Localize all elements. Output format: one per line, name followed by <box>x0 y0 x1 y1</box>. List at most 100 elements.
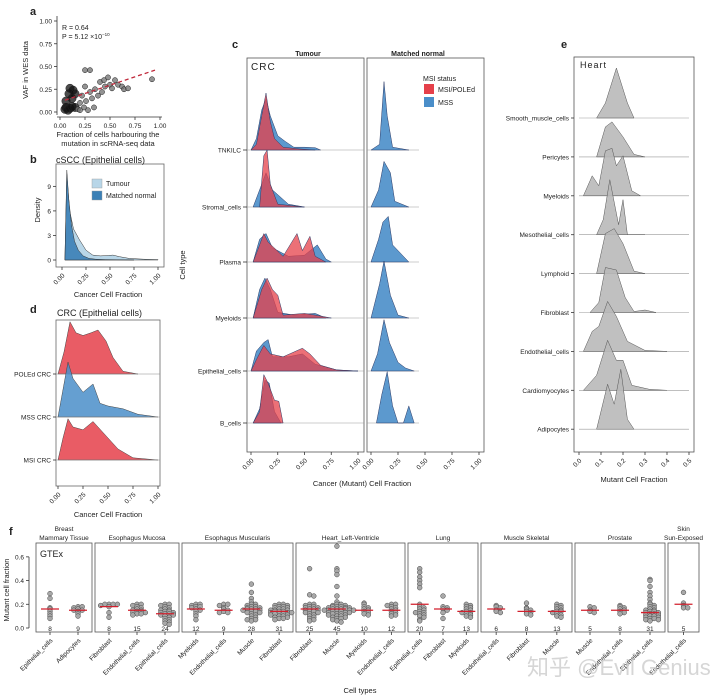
panel-a-ytick-label: 0.25 <box>39 87 52 94</box>
panel-c-ridge-plasma-mss <box>370 215 410 263</box>
panel-a-point <box>81 104 87 111</box>
panel-f-xtick-label: Myeloids <box>448 637 472 661</box>
panel-f-xtick-label: Fibroblast <box>289 637 314 662</box>
panel-f-point <box>248 618 255 624</box>
panel-f-point <box>306 566 313 572</box>
panel-c-xtick-label: 0.00 <box>362 457 376 471</box>
panel-b-density: b cSCC (Epithelial cells) 0.00 0.25 0.50 0.… <box>30 154 165 299</box>
panel-f-ylabel: Mutant cell fraction <box>2 559 11 622</box>
panel-a-point <box>85 107 91 114</box>
panel-b-title: cSCC (Epithelial cells) <box>56 155 145 165</box>
panel-e-ridge-cardiomyocytes <box>582 339 668 391</box>
panel-f-xtick-label: Myeloids <box>345 637 369 661</box>
panel-c-ridge-b_cells-msi-poled <box>252 373 284 424</box>
panel-f-point <box>338 619 344 625</box>
panel-f-count-label: 13 <box>553 626 561 633</box>
panel-c-facet-frame-tumour <box>246 57 365 453</box>
panel-f-point <box>680 589 687 596</box>
panel-a-point <box>89 95 95 102</box>
panel-a-point <box>87 89 93 95</box>
panel-f-xtick-label: Fibroblast <box>422 637 447 662</box>
panel-f-count-label: 12 <box>388 626 396 633</box>
panel-a-xtick-label: 1.00 <box>154 123 167 130</box>
panel-e-subtitle: Heart <box>580 60 607 70</box>
panel-f-count-label: 9 <box>222 626 226 633</box>
panel-e-ridge-lymphoid <box>596 228 646 274</box>
panel-letter-b: b <box>30 154 37 166</box>
panel-c-xtick-label: 0.25 <box>389 457 403 471</box>
panel-f-point <box>138 611 144 617</box>
panel-f-point <box>47 590 53 597</box>
panel-f-xtick-label: Muscle <box>322 637 342 657</box>
panel-f-point <box>193 617 199 623</box>
panel-c-ridge-plasma-msi-poled <box>252 232 327 263</box>
panel-a-xlabel-line2: mutation in scRNA-seq data <box>61 139 155 148</box>
panel-f-point <box>106 614 112 620</box>
panel-f-count-label: 25 <box>306 626 314 633</box>
panel-f-point <box>289 609 295 616</box>
panel-d-xtick-label: 0.75 <box>124 491 138 505</box>
panel-c-xtick-label: 0.00 <box>242 457 256 471</box>
panel-f-point <box>225 601 231 607</box>
panel-b-xtick-label: 0.00 <box>53 272 67 286</box>
panel-e-frame <box>573 56 695 453</box>
panel-f-tissue-label: Esophagus Muscularis <box>205 535 271 542</box>
panel-f-tissue-frame <box>35 542 93 633</box>
panel-a-point <box>91 104 97 111</box>
panel-f-point <box>334 543 340 549</box>
panel-f-point <box>365 612 371 618</box>
panel-d-xtick-label: 0.50 <box>99 491 113 505</box>
panel-e-xtick-label: 0.4 <box>660 457 672 469</box>
panel-f-xtick-label: Epithelial_cells <box>19 637 55 673</box>
panel-f-point <box>417 618 423 624</box>
panel-f-point <box>248 589 255 596</box>
panel-a-ytick-label: 0.00 <box>39 110 52 117</box>
panel-e-ridge-fibroblast <box>589 267 657 313</box>
legend-swatch-tumour <box>91 178 103 189</box>
p-value-exponent: −10 <box>102 32 110 37</box>
panel-letter-c: c <box>232 39 238 51</box>
panel-e-ridge-endothelial_cells <box>583 300 668 352</box>
panel-d-xtick-label: 0.00 <box>49 491 63 505</box>
panel-c-facet-frame-matched_normal <box>366 57 485 453</box>
panel-a-point <box>105 74 111 81</box>
panel-f-xtick-label: Muscle <box>236 637 256 657</box>
panel-f-point <box>280 615 286 622</box>
panel-f-point <box>417 569 423 575</box>
legend-label-mss: MSS <box>438 100 454 107</box>
panel-f-point <box>315 609 321 616</box>
panel-f-point <box>216 602 223 609</box>
panel-f-count-label: 5 <box>682 626 686 633</box>
legend-title-msi-status: MSI status <box>423 76 457 83</box>
panel-e-xtick-label: 0.2 <box>616 457 628 469</box>
panel-c-row-label: Stromal_cells <box>202 205 242 212</box>
panel-f-count-label: 31 <box>276 626 284 633</box>
panel-c-ridge-b_cells-mss <box>376 371 415 424</box>
panel-c-xtick-label: 0.75 <box>443 457 457 471</box>
panel-f-point <box>558 614 564 620</box>
legend-label-tumour: Tumour <box>106 181 131 188</box>
panel-f-point <box>216 609 223 616</box>
panel-f-point <box>106 609 112 616</box>
panel-f-point <box>685 605 691 611</box>
panel-e-ridge-smooth_muscle_cells <box>596 67 635 119</box>
panel-f-ytick-label: 0.6 <box>15 554 24 561</box>
panel-f-point <box>346 609 353 616</box>
p-value-label: P = 5.12 ×10−10 <box>62 32 110 41</box>
panel-c-row-label: Myeloids <box>215 316 241 323</box>
panel-c-xtick-label: 0.50 <box>416 457 430 471</box>
panel-f-ytick-label: 0.4 <box>15 578 24 585</box>
panel-d-ridge-poled-crc <box>57 321 139 375</box>
panel-d-xlabel: Cancer Cell Fraction <box>74 510 142 519</box>
panel-a-point <box>82 83 88 90</box>
panel-c-ridge-stromal_cells-mss <box>370 160 409 208</box>
panel-e-xtick-label: 0.1 <box>594 457 606 469</box>
panel-b-ylabel: Density <box>33 197 42 222</box>
panel-f-point <box>440 615 446 622</box>
watermark: 知乎 @Evil Genius <box>527 655 711 680</box>
panel-f-xtick-label: Myeloids <box>177 637 201 661</box>
panel-c-xlabel: Cancer (Mutant) Cell Fraction <box>313 479 411 488</box>
panel-f-xtick-label: Fibroblast <box>88 637 113 662</box>
panel-f-xtick-label: Muscle <box>542 637 562 657</box>
